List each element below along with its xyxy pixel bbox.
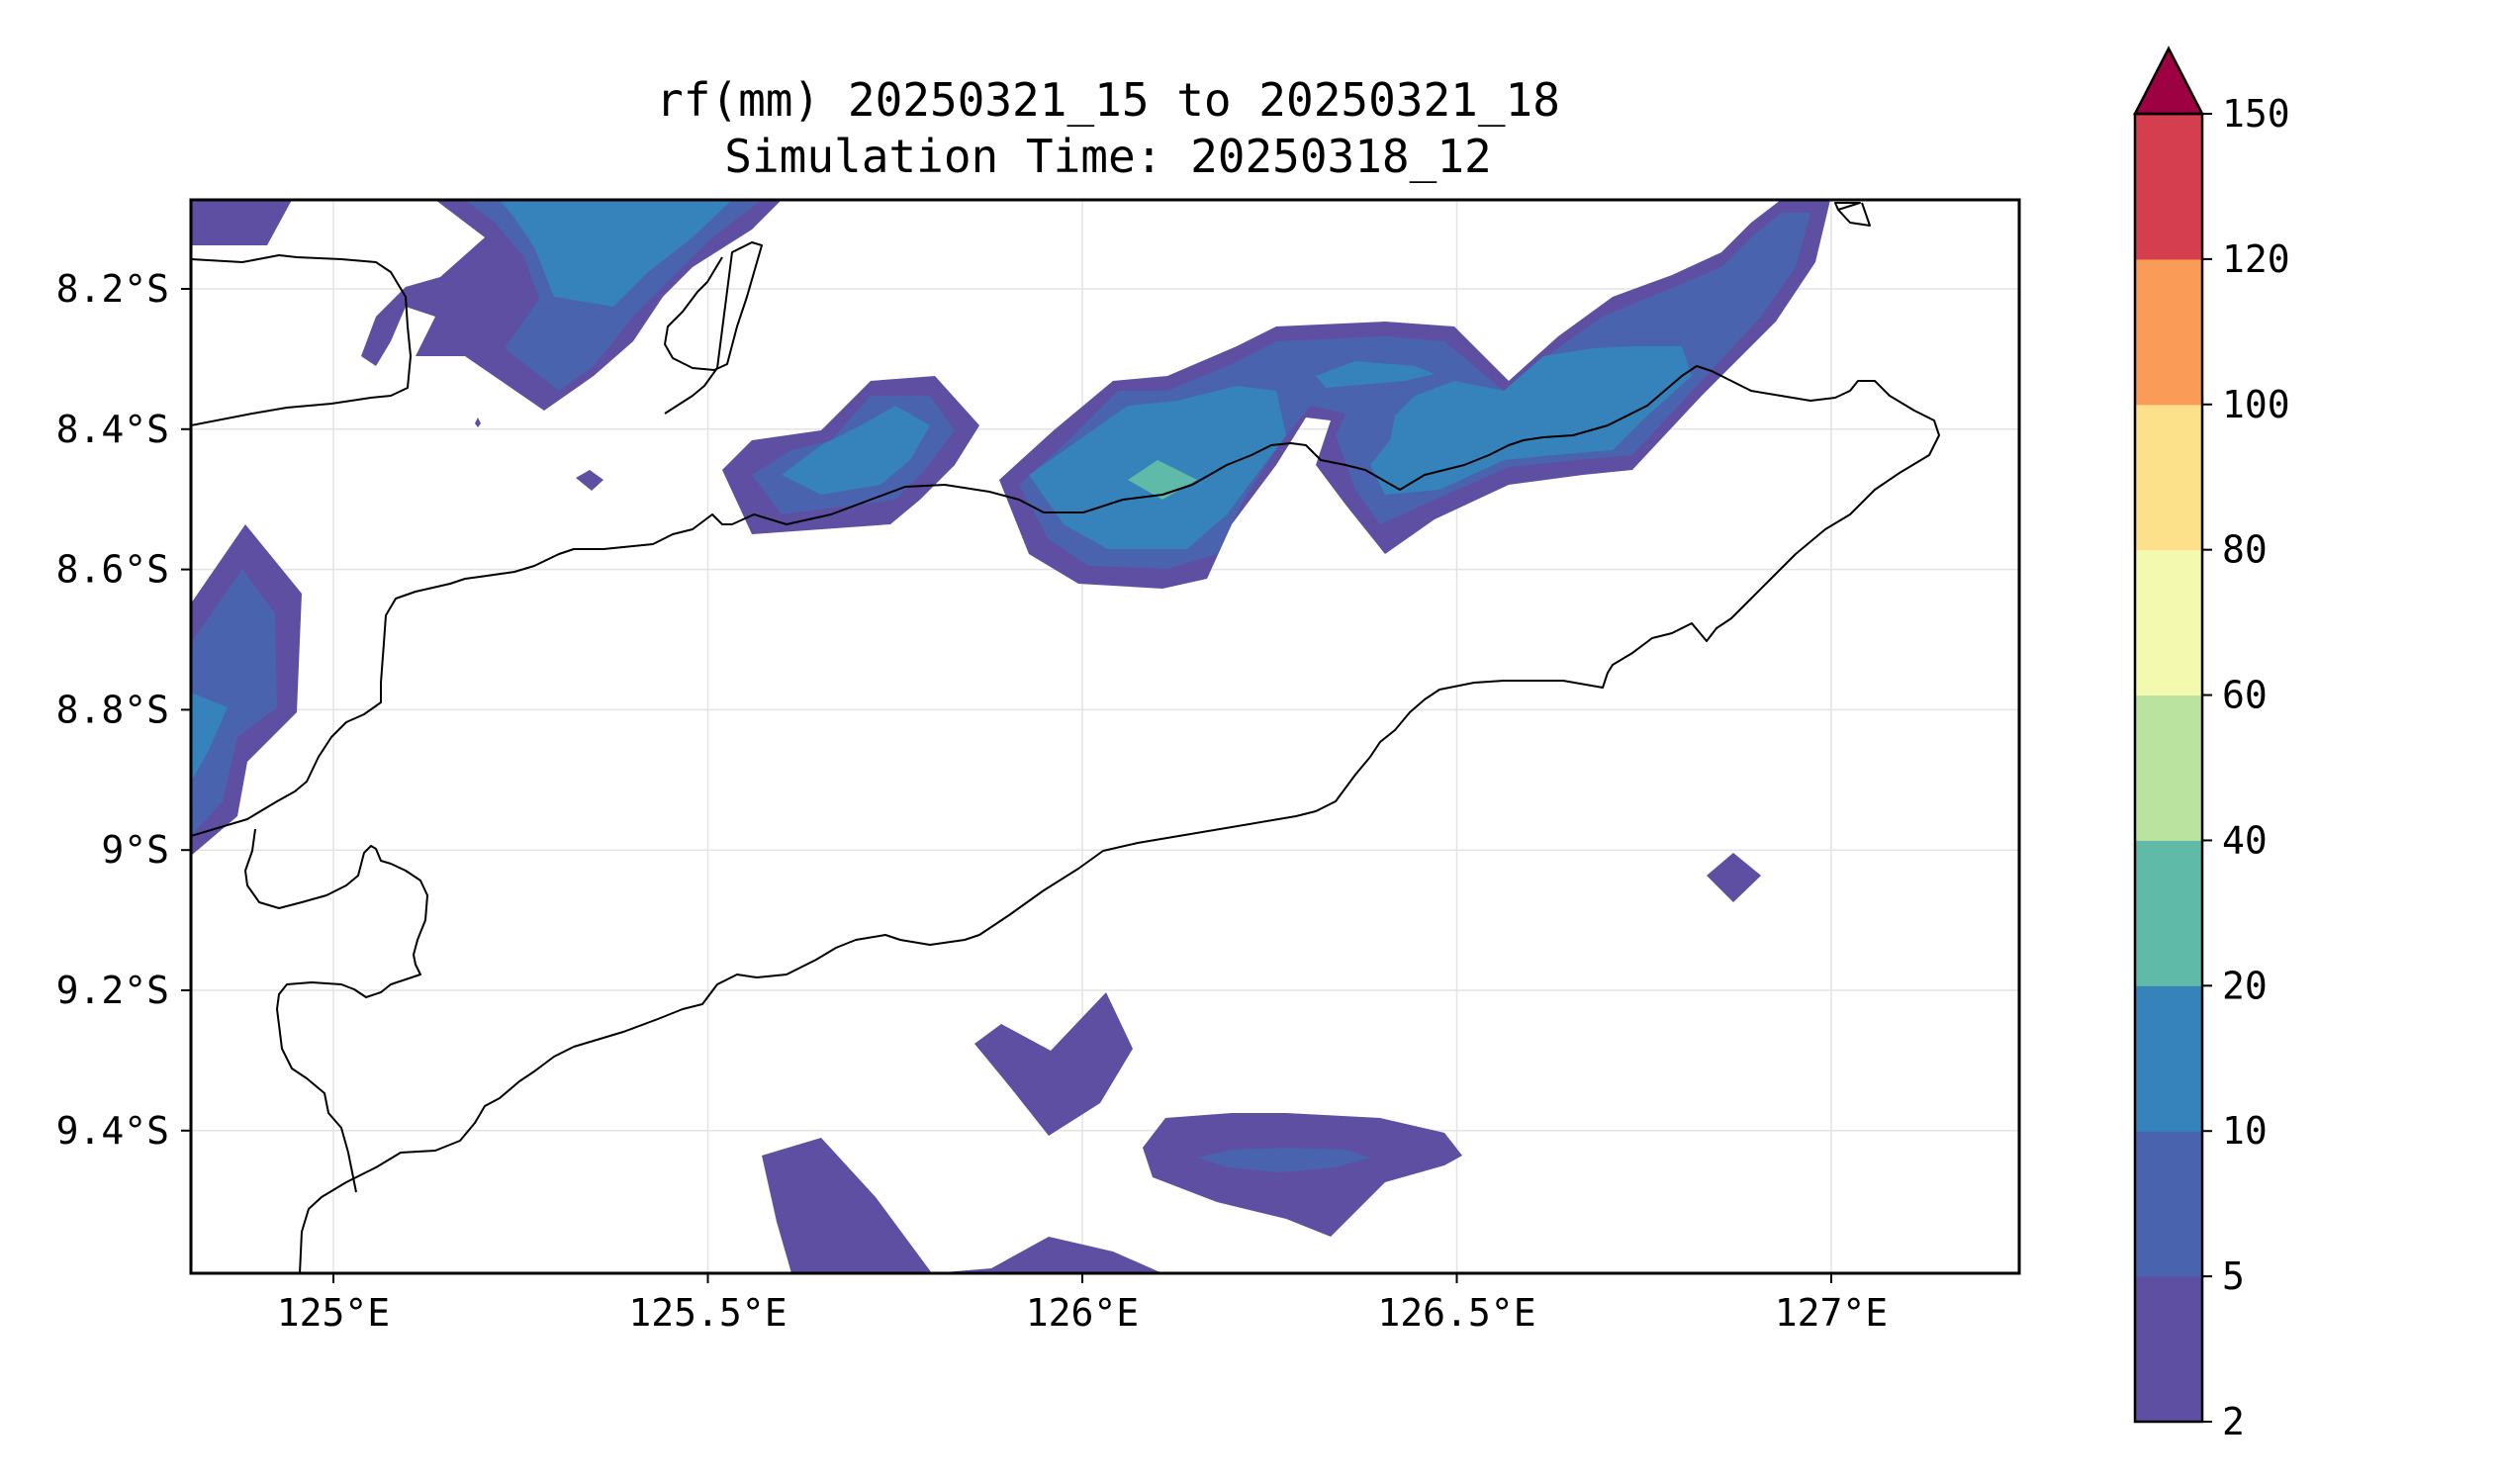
colorbar-tick-label: 10 bbox=[2222, 1109, 2268, 1153]
lat-tick-label: 9°S bbox=[101, 828, 169, 872]
colorbar-tick-label: 80 bbox=[2222, 528, 2268, 572]
longitude-ticks: 125°E 125.5°E 126°E 126.5°E 127°E bbox=[277, 1273, 1888, 1335]
rainfall-contours bbox=[191, 200, 1830, 1273]
colorbar-tick-label: 120 bbox=[2222, 237, 2290, 281]
colorbar-extend-max bbox=[2132, 46, 2205, 116]
colorbar-segment bbox=[2135, 549, 2202, 696]
title-line-2: Simulation Time: 20250318_12 bbox=[724, 130, 1491, 183]
lat-tick-label: 8.4°S bbox=[56, 408, 169, 451]
colorbar-segment bbox=[2135, 695, 2202, 841]
lat-tick-label: 8.8°S bbox=[56, 688, 169, 731]
lat-tick-label: 9.4°S bbox=[56, 1109, 169, 1153]
colorbar-tick-label: 40 bbox=[2222, 818, 2268, 862]
colorbar-tick-label: 60 bbox=[2222, 674, 2268, 717]
map-frame bbox=[189, 198, 2021, 1275]
colorbar-segment bbox=[2135, 404, 2202, 551]
colorbar-segment bbox=[2135, 840, 2202, 986]
colorbar-tick-label: 100 bbox=[2222, 383, 2290, 426]
lon-tick-label: 126.5°E bbox=[1377, 1291, 1535, 1335]
colorbar-frame bbox=[2133, 112, 2204, 1424]
latitude-ticks: 8.2°S 8.4°S 8.6°S 8.8°S 9°S 9.2°S 9.4°S bbox=[56, 267, 191, 1153]
colorbar-segment bbox=[2135, 985, 2202, 1132]
colorbar-tick-label: 5 bbox=[2222, 1254, 2245, 1298]
coastlines bbox=[191, 202, 1940, 1273]
colorbar-segment bbox=[2135, 114, 2202, 260]
map-panel bbox=[191, 200, 2019, 1273]
lat-tick-label: 8.2°S bbox=[56, 267, 169, 311]
lat-tick-label: 8.6°S bbox=[56, 548, 169, 592]
lon-tick-label: 127°E bbox=[1775, 1291, 1888, 1335]
lon-tick-label: 125.5°E bbox=[628, 1291, 787, 1335]
lon-tick-label: 125°E bbox=[277, 1291, 390, 1335]
lon-tick-label: 126°E bbox=[1026, 1291, 1139, 1335]
colorbar-tick-label: 20 bbox=[2222, 964, 2268, 1007]
colorbar: 2 5 10 20 40 60 80 100 120 150 bbox=[2132, 46, 2290, 1443]
colorbar-segment bbox=[2135, 1131, 2202, 1277]
title-line-1: rf(mm) 20250321_15 to 20250321_18 bbox=[656, 73, 1560, 127]
lat-tick-label: 9.2°S bbox=[56, 969, 169, 1012]
colorbar-tick-label: 150 bbox=[2222, 92, 2290, 136]
colorbar-segment bbox=[2135, 1276, 2202, 1423]
colorbar-segment bbox=[2135, 258, 2202, 406]
colorbar-tick-label: 2 bbox=[2222, 1400, 2245, 1443]
